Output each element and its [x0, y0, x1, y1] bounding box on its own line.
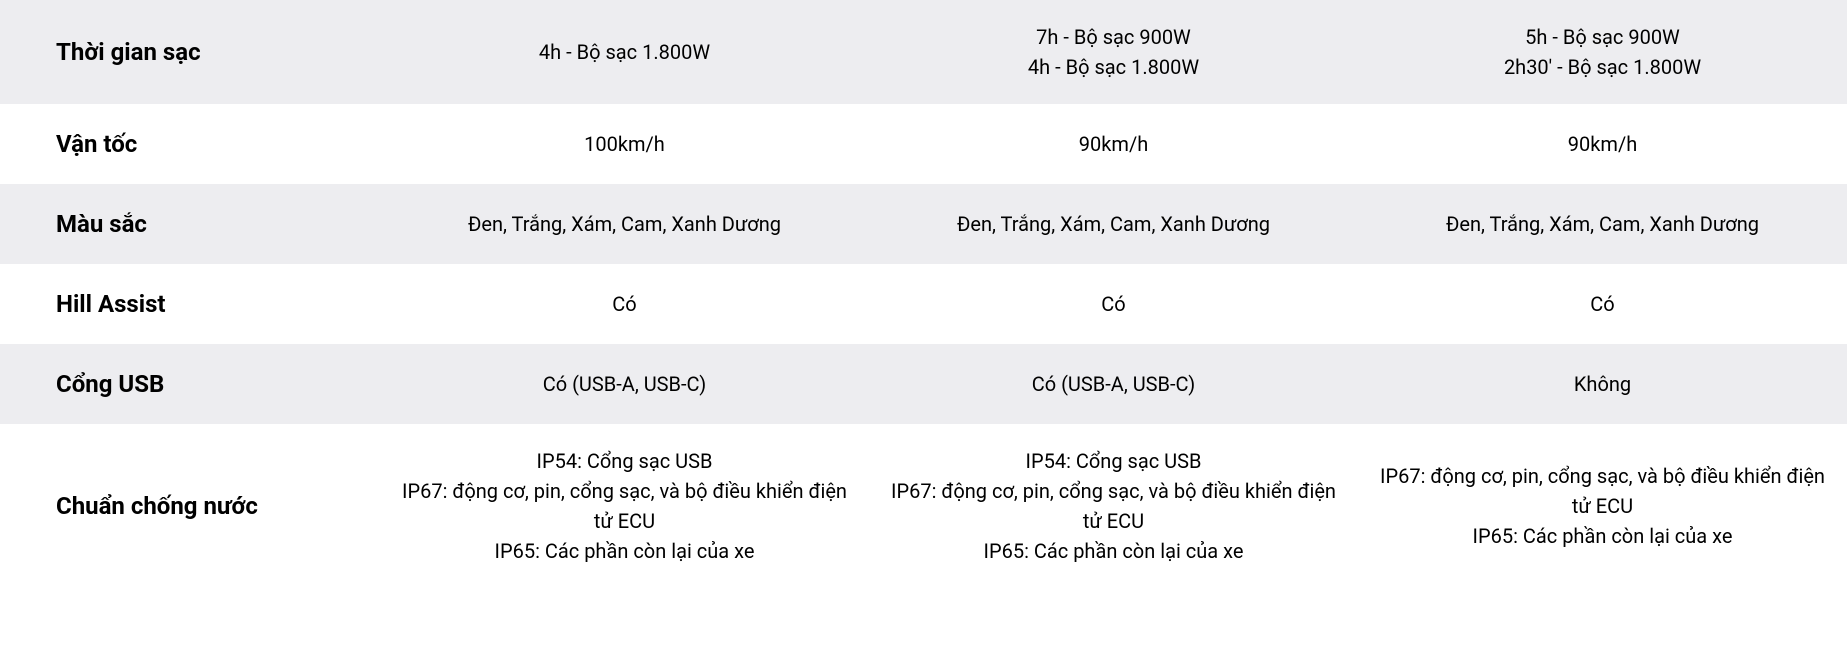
cell-text: 2h30' - Bộ sạc 1.800W: [1504, 52, 1701, 82]
table-row: Màu sắc Đen, Trắng, Xám, Cam, Xanh Dương Đ…: [0, 184, 1847, 264]
table-row: Vận tốc 100km/h 90km/h 90km/h: [0, 104, 1847, 184]
cell-value: Có: [380, 267, 869, 341]
cell-value: Có: [869, 267, 1358, 341]
cell-text: 90km/h: [1079, 129, 1148, 159]
row-label: Vận tốc: [0, 104, 380, 184]
cell-text: IP65: Các phần còn lại của xe: [495, 536, 755, 566]
row-label: Cổng USB: [0, 344, 380, 424]
row-label: Thời gian sạc: [0, 12, 380, 92]
cell-value: 4h - Bộ sạc 1.800W: [380, 15, 869, 89]
cell-text: Có: [1590, 289, 1614, 319]
table-row: Cổng USB Có (USB-A, USB-C) Có (USB-A, USB-…: [0, 344, 1847, 424]
cell-value: 100km/h: [380, 107, 869, 181]
cell-text: 90km/h: [1568, 129, 1637, 159]
cell-text: Có (USB-A, USB-C): [543, 369, 707, 399]
cell-text: IP67: động cơ, pin, cổng sạc, và bộ điều…: [885, 476, 1342, 536]
cell-value: Đen, Trắng, Xám, Cam, Xanh Dương: [869, 187, 1358, 261]
cell-text: IP67: động cơ, pin, cổng sạc, và bộ điều…: [1374, 461, 1831, 521]
cell-value: Có: [1358, 267, 1847, 341]
cell-text: Có (USB-A, USB-C): [1032, 369, 1196, 399]
cell-value: 90km/h: [869, 107, 1358, 181]
cell-text: 100km/h: [584, 129, 665, 159]
cell-value: Có (USB-A, USB-C): [380, 347, 869, 421]
row-label: Màu sắc: [0, 184, 380, 264]
cell-text: 5h - Bộ sạc 900W: [1525, 22, 1680, 52]
cell-value: Có (USB-A, USB-C): [869, 347, 1358, 421]
row-label: Chuẩn chống nước: [0, 466, 380, 546]
cell-text: IP65: Các phần còn lại của xe: [1473, 521, 1733, 551]
cell-text: Đen, Trắng, Xám, Cam, Xanh Dương: [957, 209, 1270, 239]
cell-text: Đen, Trắng, Xám, Cam, Xanh Dương: [468, 209, 781, 239]
table-row: Hill Assist Có Có Có: [0, 264, 1847, 344]
cell-text: IP65: Các phần còn lại của xe: [984, 536, 1244, 566]
table-row: Thời gian sạc4h - Bộ sạc 1.800W7h - Bộ s…: [0, 0, 1847, 104]
cell-value: IP54: Cổng sạc USBIP67: động cơ, pin, cổ…: [869, 424, 1358, 588]
cell-value: Đen, Trắng, Xám, Cam, Xanh Dương: [1358, 187, 1847, 261]
cell-text: Có: [612, 289, 636, 319]
table-row: Chuẩn chống nướcIP54: Cổng sạc USBIP67: …: [0, 424, 1847, 588]
cell-value: IP54: Cổng sạc USBIP67: động cơ, pin, cổ…: [380, 424, 869, 588]
cell-value: Đen, Trắng, Xám, Cam, Xanh Dương: [380, 187, 869, 261]
cell-text: Có: [1101, 289, 1125, 319]
comparison-table: Thời gian sạc4h - Bộ sạc 1.800W7h - Bộ s…: [0, 0, 1847, 588]
cell-text: 7h - Bộ sạc 900W: [1036, 22, 1191, 52]
row-label: Hill Assist: [0, 264, 380, 344]
cell-text: IP54: Cổng sạc USB: [537, 446, 713, 476]
cell-text: IP54: Cổng sạc USB: [1026, 446, 1202, 476]
cell-value: Không: [1358, 347, 1847, 421]
cell-value: 90km/h: [1358, 107, 1847, 181]
cell-text: Không: [1574, 369, 1631, 399]
cell-text: 4h - Bộ sạc 1.800W: [1028, 52, 1199, 82]
cell-text: IP67: động cơ, pin, cổng sạc, và bộ điều…: [396, 476, 853, 536]
cell-value: IP67: động cơ, pin, cổng sạc, và bộ điều…: [1358, 439, 1847, 573]
cell-text: Đen, Trắng, Xám, Cam, Xanh Dương: [1446, 209, 1759, 239]
cell-value: 7h - Bộ sạc 900W4h - Bộ sạc 1.800W: [869, 0, 1358, 104]
cell-value: 5h - Bộ sạc 900W2h30' - Bộ sạc 1.800W: [1358, 0, 1847, 104]
cell-text: 4h - Bộ sạc 1.800W: [539, 37, 710, 67]
